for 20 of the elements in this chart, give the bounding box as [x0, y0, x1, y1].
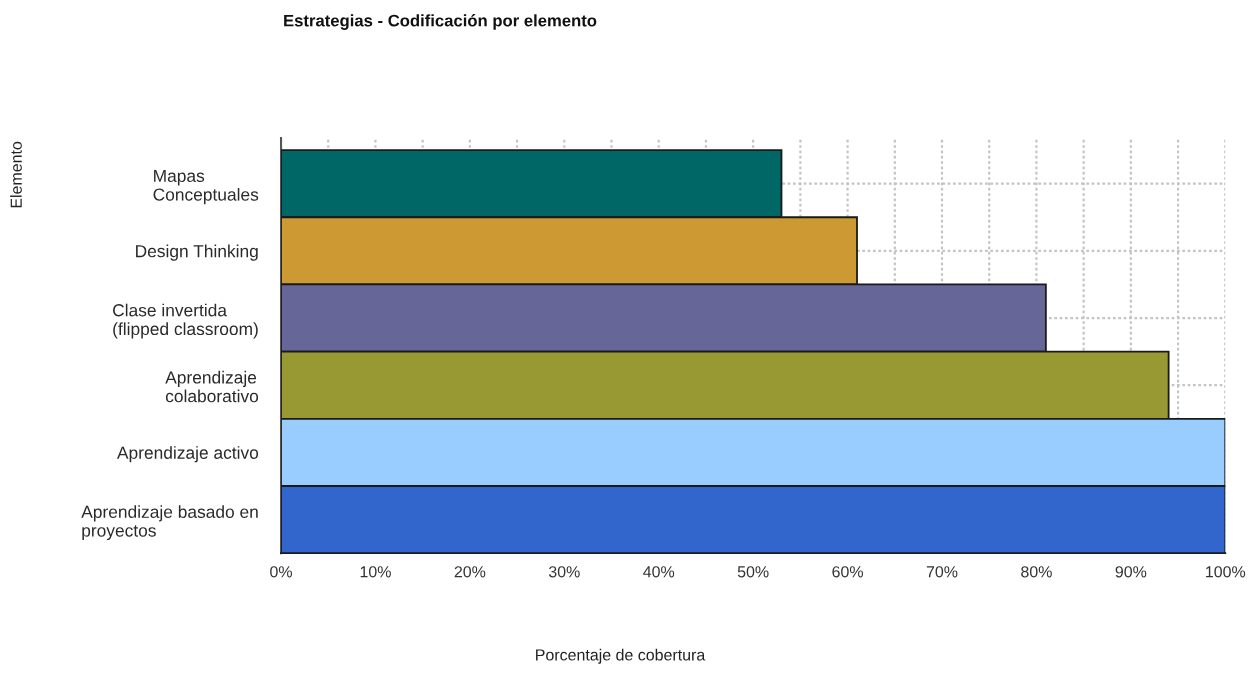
y-tick-label: Aprendizaje basado en proyectos — [81, 505, 258, 541]
x-tick-label: 0% — [270, 566, 292, 578]
x-axis-title: Porcentaje de cobertura — [536, 648, 706, 664]
chart-title: Estrategias - Codificación por elemento — [284, 14, 597, 30]
y-tick-label: Clase invertida (flipped classroom) — [113, 303, 258, 339]
x-tick-label: 30% — [548, 566, 580, 578]
y-axis-title: Elemento — [10, 141, 22, 208]
y-tick-label: Aprendizaje activo — [116, 446, 259, 463]
x-tick-label: 60% — [832, 566, 863, 578]
x-tick-label: 10% — [360, 566, 391, 578]
x-tick-label: 50% — [737, 566, 769, 578]
x-tick-label: 80% — [1021, 566, 1052, 578]
y-tick-label: Design Thinking — [136, 244, 258, 261]
x-tick-label: 90% — [1115, 566, 1147, 578]
x-tick-label: 40% — [643, 566, 675, 578]
y-tick-label: Mapas Conceptuales — [153, 169, 259, 205]
x-tick-label: 70% — [926, 566, 958, 578]
x-tick-label: 100% — [1206, 566, 1246, 578]
x-tick-label: 20% — [454, 566, 486, 578]
y-tick-label: Aprendizaje colaborativo — [165, 370, 259, 403]
